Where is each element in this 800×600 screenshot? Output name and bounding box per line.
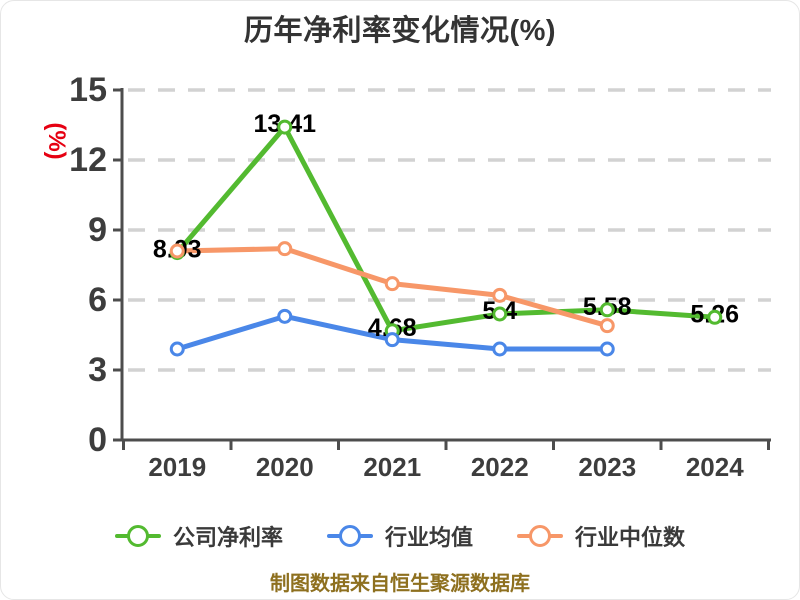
data-point-marker-1 — [492, 341, 508, 357]
chart-legend: 公司净利率 行业均值 行业中位数 — [1, 515, 799, 557]
data-point-marker-0 — [707, 309, 723, 325]
data-source-note: 制图数据来自恒生聚源数据库 — [270, 573, 530, 595]
y-tick-label: 3 — [88, 351, 107, 389]
legend-circle-icon — [338, 525, 361, 547]
data-point-marker-0 — [277, 119, 293, 135]
x-tick-label: 2023 — [578, 452, 636, 482]
legend-item-industry-median: 行业中位数 — [517, 520, 685, 552]
data-point-marker-2 — [599, 318, 615, 334]
line-chart-canvas: 036912152019202020212022202320248.0313.4… — [69, 71, 771, 482]
legend-label: 行业中位数 — [575, 525, 686, 550]
y-tick-label: 9 — [88, 211, 107, 249]
legend-line-blue — [326, 525, 373, 547]
legend-circle-icon — [126, 525, 149, 547]
data-point-marker-2 — [277, 241, 293, 257]
series-line-0 — [174, 124, 718, 334]
y-tick-label: 6 — [88, 281, 107, 319]
data-point-marker-2 — [492, 287, 508, 303]
legend-label: 行业均值 — [384, 525, 473, 550]
legend-item-company-margin: 公司净利率 — [114, 520, 283, 552]
x-tick-label: 2022 — [471, 452, 529, 482]
data-point-marker-1 — [277, 308, 293, 324]
y-tick-label: 15 — [69, 71, 107, 109]
legend-label: 公司净利率 — [172, 525, 283, 550]
legend-item-industry-average: 行业均值 — [326, 520, 473, 552]
data-point-marker-1 — [599, 341, 615, 357]
data-point-marker-2 — [169, 243, 185, 259]
legend-circle-icon — [529, 525, 551, 547]
y-tick-label: 0 — [88, 421, 107, 459]
x-tick-label: 2021 — [363, 452, 421, 482]
x-tick-label: 2020 — [256, 452, 314, 482]
legend-line-green — [114, 525, 161, 547]
x-tick-label: 2024 — [686, 452, 744, 482]
legend-line-orange — [517, 525, 563, 547]
chart-title: 历年净利率变化情况(%) — [243, 15, 557, 47]
data-point-marker-0 — [599, 302, 615, 318]
data-point-marker-1 — [169, 341, 185, 357]
y-tick-label: 12 — [69, 141, 107, 179]
data-point-marker-2 — [384, 276, 400, 292]
data-point-marker-1 — [384, 332, 400, 348]
data-point-marker-0 — [492, 306, 508, 322]
x-tick-label: 2019 — [148, 452, 206, 482]
